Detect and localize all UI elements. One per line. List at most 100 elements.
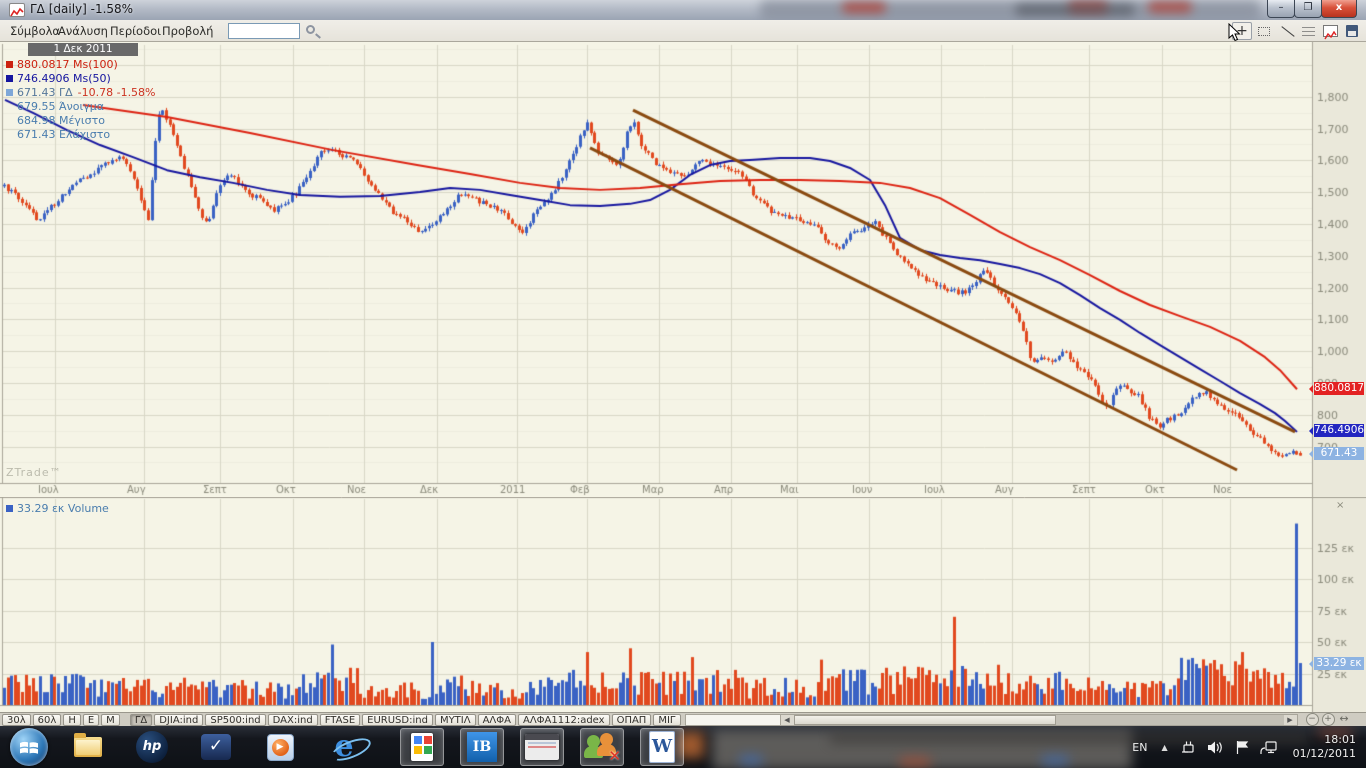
tab-eurusd[interactable]: EURUSD:ind (362, 713, 433, 726)
scrollbar-thumb[interactable] (793, 714, 1056, 725)
ztrade-watermark: ZTrade™ (6, 466, 62, 479)
taskbar-messenger[interactable]: ✕ (580, 728, 624, 766)
last-price-tag: 671.43 (1309, 447, 1364, 460)
taskbar-blob (830, 734, 1310, 743)
taskbar-trading-window[interactable] (520, 728, 564, 766)
scroll-left-arrow[interactable]: ◀ (780, 714, 794, 725)
taskbar-interactive-brokers[interactable]: IB (460, 728, 504, 766)
legend-ma50: 746.4906 Ms(50) (6, 71, 111, 85)
taskbar-google-app[interactable] (400, 728, 444, 766)
menu-periods[interactable]: Περίοδοι (110, 24, 162, 38)
tab-ftase[interactable]: FTASE (319, 713, 361, 726)
symbol-search-input[interactable] (228, 23, 300, 39)
google-page-icon (411, 733, 433, 761)
taskbar-blob (1042, 756, 1068, 765)
system-tray: EN ▲ (1132, 726, 1366, 768)
play-icon: ▶ (266, 733, 294, 761)
tab-dax[interactable]: DAX:ind (267, 713, 318, 726)
trendline-tool-button[interactable] (1276, 22, 1296, 40)
tab-mig[interactable]: ΜΙΓ (653, 713, 681, 726)
scroll-right-arrow[interactable]: ▶ (1283, 714, 1297, 725)
taskbar-blob (900, 758, 930, 766)
maximize-button[interactable]: ❐ (1294, 0, 1322, 18)
close-button[interactable]: x (1321, 0, 1357, 18)
tab-mytil[interactable]: ΜΥΤΙΛ (434, 713, 476, 726)
word-icon: W (649, 731, 675, 763)
remove-hardware-icon[interactable] (1180, 739, 1196, 755)
taskbar-blob (740, 756, 762, 764)
rectangle-icon (1258, 26, 1270, 36)
network-icon[interactable] (1259, 740, 1278, 755)
grid-tool-button[interactable] (1298, 22, 1318, 40)
taskbar-blob (678, 732, 704, 758)
start-button[interactable] (10, 728, 48, 766)
zoom-out-button[interactable]: − (1305, 713, 1319, 726)
tab-djia[interactable]: DJIA:ind (154, 713, 204, 726)
language-indicator[interactable]: EN (1132, 740, 1148, 754)
menu-symbols[interactable]: Σύμβολα (10, 24, 60, 38)
line-icon (1280, 25, 1293, 38)
ma100-price-tag: 880.0817 (1309, 382, 1365, 395)
chart-icon (1322, 25, 1338, 40)
taskbar-check-app[interactable]: ✓ (196, 727, 236, 767)
window-title: ΓΔ [daily] -1.58% (30, 2, 134, 16)
volume-swatch (6, 504, 13, 512)
price-chart-canvas[interactable] (0, 42, 1366, 497)
zoom-in-button[interactable]: + (1321, 713, 1335, 726)
glass-blob-red (1148, 1, 1192, 13)
glass-blob-red (842, 2, 886, 13)
tab-opap[interactable]: ΟΠΑΠ (611, 713, 652, 726)
mini-window-icon (525, 734, 559, 760)
tab-sp500[interactable]: SP500:ind (205, 713, 266, 726)
menu-bar: Σύμβολα Ανάλυση Περίοδοι Προβολή + (0, 20, 1366, 42)
tab-alpha1112[interactable]: ΑΛΦΑ1112:adex (517, 713, 610, 726)
mouse-cursor (1228, 23, 1241, 42)
tab-alpha[interactable]: ΑΛΦΑ (477, 713, 516, 726)
ie-icon: e (334, 729, 354, 764)
taskbar-hp[interactable]: hp (132, 727, 172, 767)
ib-icon: IB (467, 732, 497, 762)
glass-blob-dark (1015, 4, 1135, 16)
volume-close-icon[interactable]: × (1336, 500, 1345, 511)
action-center-flag-icon[interactable] (1235, 740, 1249, 755)
taskbar: hp ✓ ▶ e IB ✕ W EN ▲ (0, 726, 1366, 768)
legend-open: 679.55 Άνοιγμα (17, 99, 104, 113)
hp-icon: hp (136, 731, 168, 763)
tray-expand-icon[interactable]: ▲ (1161, 742, 1168, 752)
menu-analysis[interactable]: Ανάλυση (58, 24, 108, 38)
legend-ma100: 880.0817 Ms(100) (6, 57, 118, 71)
app-icon (9, 3, 25, 17)
volume-chart-canvas[interactable] (0, 497, 1366, 712)
taskbar-internet-explorer[interactable]: e (324, 727, 364, 767)
date-box: 1 Δεκ 2011 (28, 43, 138, 56)
title-bar[interactable]: ΓΔ [daily] -1.58% – ❐ x (0, 0, 1366, 20)
period-day[interactable]: H (63, 713, 81, 726)
folder-icon (74, 733, 102, 757)
taskbar-media-player[interactable]: ▶ (260, 727, 300, 767)
fit-width-button[interactable]: ↔ (1339, 712, 1349, 725)
price-change: -10.78 -1.58% (77, 85, 156, 99)
price-swatch (6, 88, 13, 96)
search-icon[interactable] (306, 25, 315, 34)
tab-gd[interactable]: ΓΔ (129, 713, 153, 726)
period-60min[interactable]: 60λ (32, 713, 62, 726)
ma50-price-tag: 746.4906 (1309, 424, 1365, 437)
period-30min[interactable]: 30λ (2, 713, 31, 726)
taskbar-explorer[interactable] (68, 727, 108, 767)
period-month[interactable]: M (101, 713, 120, 726)
taskbar-word[interactable]: W (640, 728, 684, 766)
clock[interactable]: 18:01 01/12/2011 (1293, 733, 1356, 761)
hatch-icon (1301, 26, 1315, 36)
minimize-button[interactable]: – (1267, 0, 1295, 18)
ma50-swatch (6, 74, 13, 82)
menu-view[interactable]: Προβολή (162, 24, 214, 38)
windows-flag-icon (20, 741, 38, 754)
rectangle-tool-button[interactable] (1254, 22, 1274, 40)
tab-strip-empty (684, 713, 780, 726)
volume-icon[interactable] (1207, 740, 1224, 755)
chart-type-button[interactable] (1320, 22, 1340, 40)
period-week[interactable]: E (82, 713, 100, 726)
save-button[interactable] (1342, 22, 1362, 40)
horizontal-scrollbar[interactable]: ◀ ▶ (779, 713, 1298, 726)
ma100-swatch (6, 60, 13, 68)
